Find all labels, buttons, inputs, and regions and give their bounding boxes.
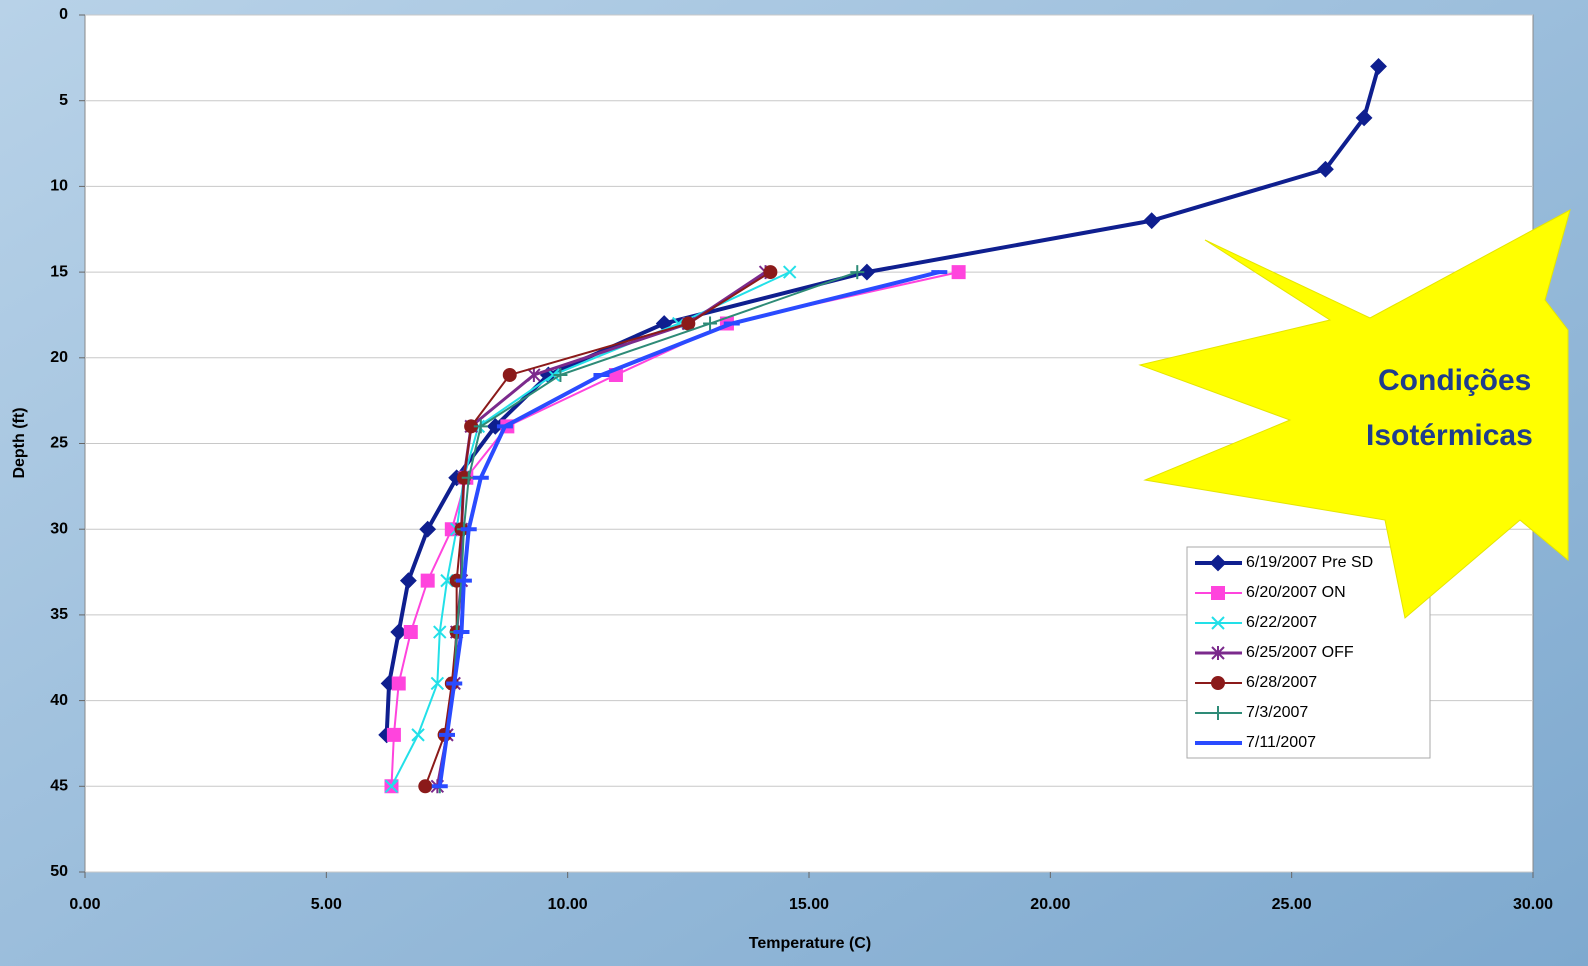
x-tick-label: 15.00 (789, 896, 829, 913)
x-tick-label: 5.00 (311, 896, 342, 913)
legend-label: 6/28/2007 (1246, 674, 1317, 691)
data-point (764, 266, 776, 278)
data-point (393, 677, 405, 689)
data-point (422, 575, 434, 587)
data-point (504, 369, 516, 381)
data-point (419, 780, 431, 792)
data-point (682, 318, 694, 330)
y-tick-label: 0 (59, 6, 68, 23)
legend-marker (1212, 587, 1224, 599)
legend-label: 7/3/2007 (1246, 704, 1308, 721)
legend-label: 6/22/2007 (1246, 614, 1317, 631)
legend-label: 7/11/2007 (1246, 734, 1316, 751)
x-tick-label: 10.00 (548, 896, 588, 913)
y-tick-label: 5 (59, 92, 68, 109)
legend-label: 6/25/2007 OFF (1246, 644, 1354, 661)
legend: 6/19/2007 Pre SD 6/20/2007 ON 6/22/2007 6/2… (1187, 547, 1430, 758)
y-tick-label: 25 (50, 435, 68, 452)
x-tick-label: 20.00 (1030, 896, 1070, 913)
y-axis-title: Depth (ft) (11, 407, 28, 478)
legend-marker (1212, 677, 1224, 689)
y-tick-label: 50 (50, 863, 68, 880)
chart: Temperature (C) Depth (ft) 6/19/2007 Pre… (0, 0, 1588, 966)
x-axis-title: Temperature (C) (749, 935, 871, 952)
data-point (405, 626, 417, 638)
y-tick-label: 40 (50, 692, 68, 709)
y-tick-label: 35 (50, 606, 68, 623)
legend-label: 6/19/2007 Pre SD (1246, 554, 1373, 571)
y-tick-label: 20 (50, 349, 68, 366)
data-point (953, 266, 965, 278)
x-tick-label: 25.00 (1272, 896, 1312, 913)
y-tick-label: 30 (50, 520, 68, 537)
x-tick-label: 0.00 (69, 896, 100, 913)
annotation: Condições (1378, 364, 1531, 397)
y-tick-label: 10 (50, 178, 68, 195)
y-tick-label: 15 (50, 263, 68, 280)
y-tick-label: 45 (50, 778, 68, 795)
legend-label: 6/20/2007 ON (1246, 584, 1346, 601)
data-point (388, 729, 400, 741)
annotation: Isotérmicas (1366, 419, 1533, 452)
x-tick-label: 30.00 (1513, 896, 1553, 913)
